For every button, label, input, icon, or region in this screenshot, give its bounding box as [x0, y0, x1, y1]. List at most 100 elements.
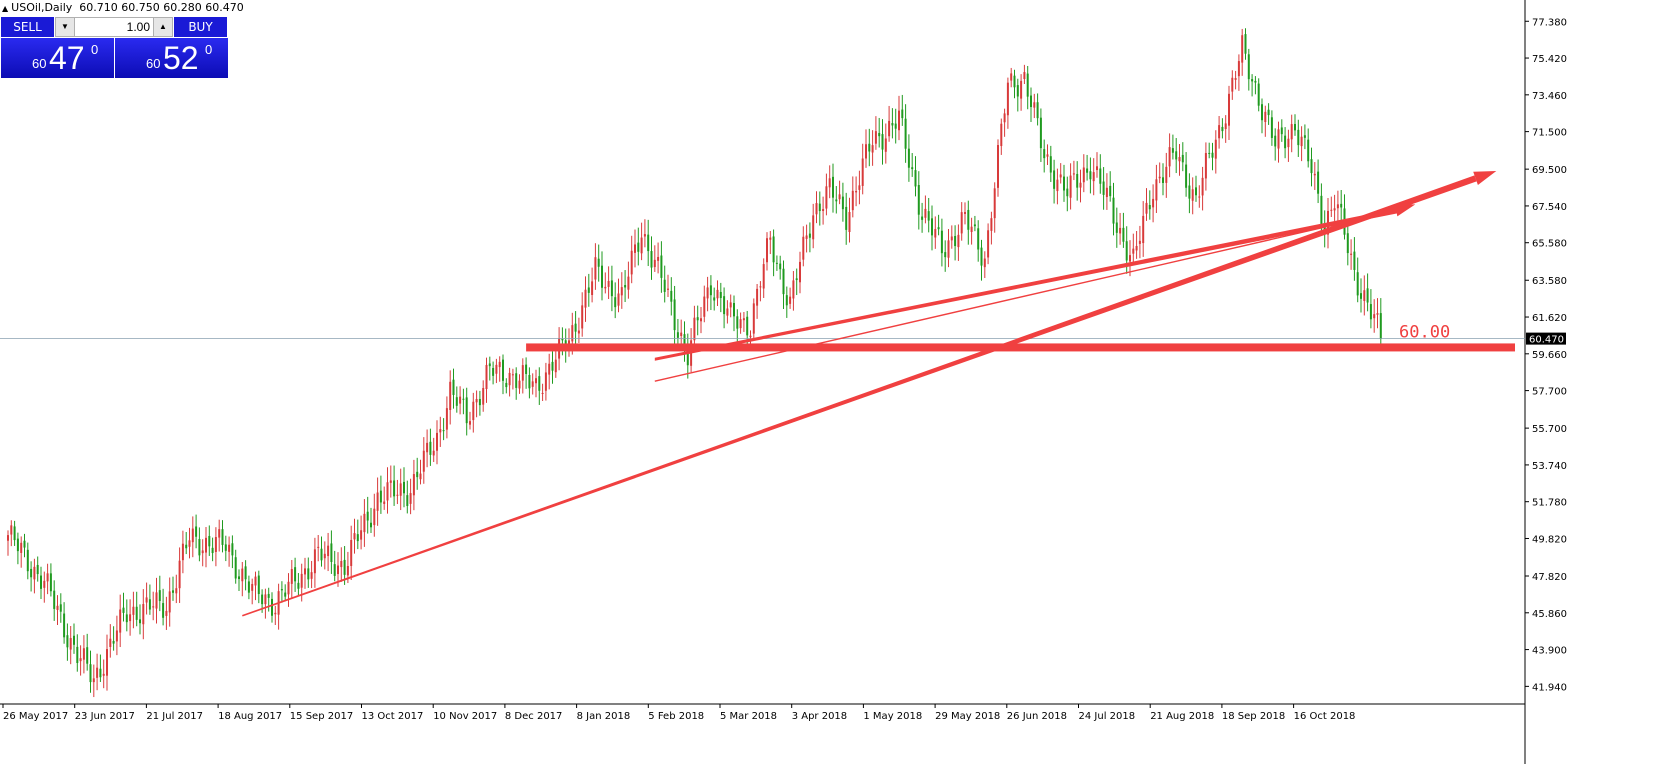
candle [1201, 166, 1204, 211]
candle [954, 225, 957, 261]
candle [1254, 76, 1257, 95]
candle-body [205, 537, 207, 553]
candle [211, 537, 214, 562]
candle [366, 496, 369, 534]
candle [66, 623, 69, 661]
candle [23, 533, 26, 558]
candle-body [63, 613, 66, 638]
candle [158, 575, 161, 612]
candle [997, 139, 999, 197]
sell-button[interactable]: SELL [1, 17, 54, 37]
candle-body [122, 607, 125, 613]
candle [1330, 196, 1333, 217]
candle [841, 182, 844, 222]
candle [825, 173, 828, 216]
time-tick-label: 26 May 2017 [3, 711, 68, 722]
candle [868, 128, 871, 167]
candle [597, 244, 600, 282]
candle-body [700, 318, 702, 322]
candle [290, 559, 293, 599]
candle-body [333, 564, 336, 576]
candle [244, 560, 247, 591]
candle-body [396, 494, 399, 496]
candle [723, 287, 726, 329]
candle-body [855, 190, 858, 193]
buy-button[interactable]: BUY [174, 17, 227, 37]
candle-body [1066, 188, 1069, 197]
candle-body [297, 582, 300, 589]
candle [1284, 127, 1287, 159]
candle-body [825, 186, 828, 209]
candle [894, 108, 897, 144]
candle-body [1089, 171, 1092, 180]
candle [482, 380, 485, 412]
candle-body [884, 138, 887, 152]
candle [178, 547, 181, 603]
candle-body [904, 118, 907, 149]
candle [1185, 152, 1188, 197]
candle-body [676, 332, 679, 338]
candle [1010, 67, 1013, 88]
lot-stepper[interactable]: ▼ 1.00 ▲ [55, 17, 173, 37]
candle-body [940, 230, 943, 254]
candle-body [488, 363, 491, 367]
candle-body [1105, 187, 1108, 198]
candle-body [46, 573, 49, 582]
candle [1155, 164, 1158, 213]
time-tick-label: 18 Sep 2018 [1222, 711, 1285, 722]
candle [99, 654, 102, 682]
candle-body [59, 604, 62, 612]
chevron-down-icon[interactable]: ▼ [56, 18, 75, 36]
candle-body [142, 604, 145, 625]
candle [871, 130, 874, 166]
candle-body [1366, 288, 1369, 303]
candle-body [1373, 314, 1376, 319]
candle-body [264, 594, 267, 605]
candle [805, 224, 808, 253]
buy-quote[interactable]: 60 52 0 [115, 38, 228, 78]
candle-body [106, 649, 108, 676]
candle-body [1277, 129, 1280, 149]
candle-body [1013, 75, 1016, 88]
candle [92, 664, 95, 698]
candle-body [881, 134, 884, 150]
candle [544, 362, 547, 401]
sell-quote[interactable]: 60 47 0 [1, 38, 114, 78]
candle [422, 437, 425, 484]
lot-input[interactable]: 1.00 [126, 20, 150, 34]
candle-body [544, 372, 547, 391]
candle [208, 525, 211, 556]
candle [254, 571, 257, 601]
candle-body [1221, 126, 1224, 132]
candle [1105, 173, 1108, 210]
one-click-trading-panel: SELL ▼ 1.00 ▲ BUY 60 47 0 60 52 0 [0, 17, 228, 79]
candle [1148, 190, 1151, 220]
candle [1026, 65, 1029, 110]
candle-body [373, 508, 376, 526]
candle-body [155, 592, 158, 609]
candle-body [478, 398, 481, 406]
candle [990, 211, 993, 245]
candle-body [1317, 171, 1320, 194]
candle-body [1039, 117, 1042, 149]
candle-body [1191, 189, 1194, 201]
ohlc-label: 60.710 60.750 60.280 60.470 [79, 1, 244, 14]
candle-body [1033, 102, 1036, 108]
candle-body [901, 109, 904, 119]
candle-body [1053, 170, 1056, 189]
candle [541, 383, 544, 401]
candle [1270, 110, 1273, 146]
candle [340, 547, 343, 582]
candle-body [1323, 223, 1326, 234]
chevron-up-icon[interactable]: ▲ [153, 18, 172, 36]
candle-body [66, 635, 69, 648]
candle [1303, 124, 1306, 150]
candle [653, 245, 656, 272]
candle [287, 573, 290, 607]
candle-body [1043, 149, 1046, 159]
candle-body [294, 567, 297, 582]
candle-body [165, 610, 168, 616]
price-tick-label: 43.900 [1532, 646, 1567, 657]
candle [320, 536, 323, 567]
